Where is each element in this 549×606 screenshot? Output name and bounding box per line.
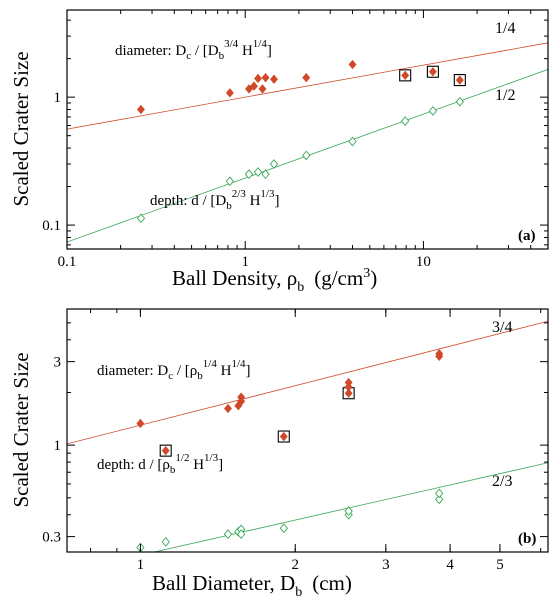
panel-a-diameter-point <box>225 88 234 98</box>
panel-a-depth-point <box>428 106 438 116</box>
panel-a-diameter-annotation: diameter: Dc / [Db3/4 H1/4] <box>115 38 272 62</box>
panel-a-x-tick-label: 0.1 <box>58 254 77 270</box>
panel-a-depth-annotation: depth: d / [Db2/3 H1/3] <box>150 188 279 212</box>
panel-a-depth-point <box>302 150 311 161</box>
panel-a-fit-diameter <box>67 42 548 130</box>
panel-a-diameter-point <box>455 75 464 85</box>
panel-b-depth-point <box>161 536 170 547</box>
panel-a-boxed-marker <box>399 69 412 82</box>
panel-b-depth-point <box>223 529 233 540</box>
panel-a-slope-lower: 1/2 <box>495 87 515 104</box>
panel-a-xlabel: Ball Density, ρb (g/cm3) <box>172 266 377 295</box>
panel-a-frame <box>66 9 549 250</box>
panel-a-ticks: 0.1 1 10 0.1 1 <box>42 10 549 270</box>
panel-b-boxed-marker <box>277 430 290 443</box>
panel-a-boxed-marker <box>426 65 439 78</box>
panel-b-y-tick-label: 3 <box>54 355 62 371</box>
panel-a-y-tick-label: 1 <box>54 90 62 106</box>
panel-a-fit-lines <box>67 42 548 243</box>
panel-b-diameter-point <box>435 349 444 359</box>
panel-a-diameter-point <box>136 104 145 115</box>
panel-a-depth-point <box>244 169 254 180</box>
panel-b-fit-lines <box>67 320 548 552</box>
panel-a-depth-point <box>455 96 464 107</box>
panel-b-depth-point <box>435 488 444 499</box>
panel-a-diameter-point <box>261 73 270 83</box>
panel-a-boxed-marker <box>453 74 466 87</box>
panel-a-diameter-point <box>270 74 278 84</box>
panel-a-x-tick-label: 10 <box>416 254 431 270</box>
panel-a-diameter-point <box>302 73 311 83</box>
panel-b-x-tick-label: 3 <box>382 557 390 573</box>
panel-a-depth-point <box>225 176 235 187</box>
panel-b-diameter-point <box>237 392 246 402</box>
panel-a-depth-point <box>136 213 146 224</box>
panel-b-frame <box>66 308 549 553</box>
panel-b-label: (b) <box>518 531 536 547</box>
panel-b-slope-upper: 3/4 <box>492 319 512 336</box>
panel-a: 0.1 1 10 0.1 1 diameter: Dc / [Db3/4 H1/4] d… <box>9 9 549 295</box>
panel-b-depth-point <box>279 523 288 534</box>
panel-b-depth-point <box>344 506 353 516</box>
panel-a-slope-upper: 1/4 <box>495 20 515 37</box>
panel-a-diameter-point <box>250 81 258 91</box>
panel-b-boxed-marker <box>159 444 172 457</box>
panel-b-x-tick-label: 5 <box>496 557 504 573</box>
panel-a-diameter-point <box>428 67 437 77</box>
panel-b-fit-diameter <box>67 320 548 445</box>
panel-b-depth-point <box>435 494 444 505</box>
panel-a-points <box>136 59 466 224</box>
panel-b-diameter-point <box>344 388 353 398</box>
panel-b-diameter-point <box>161 445 170 456</box>
panel-a-depth-point <box>401 116 410 126</box>
panel-a-depth-point <box>261 169 270 180</box>
panel-b-diameter-point <box>279 431 288 442</box>
panel-a-depth-point <box>348 136 357 147</box>
panel-b-ticks: 1 2 3 4 5 0.3 1 3 <box>42 308 548 573</box>
panel-b: 1 2 3 4 5 0.3 1 3 diameter: Dc / [ρb1/4 H1/4] d… <box>9 308 549 600</box>
panel-a-depth-point <box>253 167 263 177</box>
panel-b-y-tick-label: 0.3 <box>42 530 61 546</box>
panel-b-diameter-annotation: diameter: Dc / [ρb1/4 H1/4] <box>97 358 251 382</box>
panel-b-x-tick-label: 2 <box>291 557 299 573</box>
panel-b-x-tick-label: 1 <box>137 557 145 573</box>
panel-b-x-tick-label: 4 <box>446 557 454 573</box>
panel-b-depth-annotation: depth: d / [ρb1/2 H1/3] <box>97 452 223 476</box>
panel-b-ylabel: Scaled Crater Size <box>9 352 33 507</box>
panel-a-ylabel: Scaled Crater Size <box>9 51 33 206</box>
panel-a-diameter-point <box>254 73 262 84</box>
panel-a-diameter-point <box>348 59 357 70</box>
panel-a-depth-point <box>269 159 279 169</box>
panel-b-slope-lower: 2/3 <box>492 473 512 490</box>
panel-b-y-tick-label: 1 <box>54 438 62 454</box>
panel-a-diameter-point <box>258 84 267 94</box>
panel-b-diameter-point <box>136 418 145 429</box>
panel-b-fit-depth <box>152 462 548 552</box>
panel-b-xlabel: Ball Diameter, Db (cm) <box>152 571 352 600</box>
panel-a-x-tick-label: 1 <box>241 254 249 270</box>
panel-b-depth-point <box>237 529 246 540</box>
panel-b-diameter-point <box>344 377 353 388</box>
panel-a-y-tick-label: 0.1 <box>42 218 61 234</box>
panel-b-diameter-point <box>224 403 232 414</box>
panel-b-points <box>136 349 444 553</box>
panel-a-label: (a) <box>518 228 536 244</box>
panel-a-diameter-point <box>401 70 410 81</box>
